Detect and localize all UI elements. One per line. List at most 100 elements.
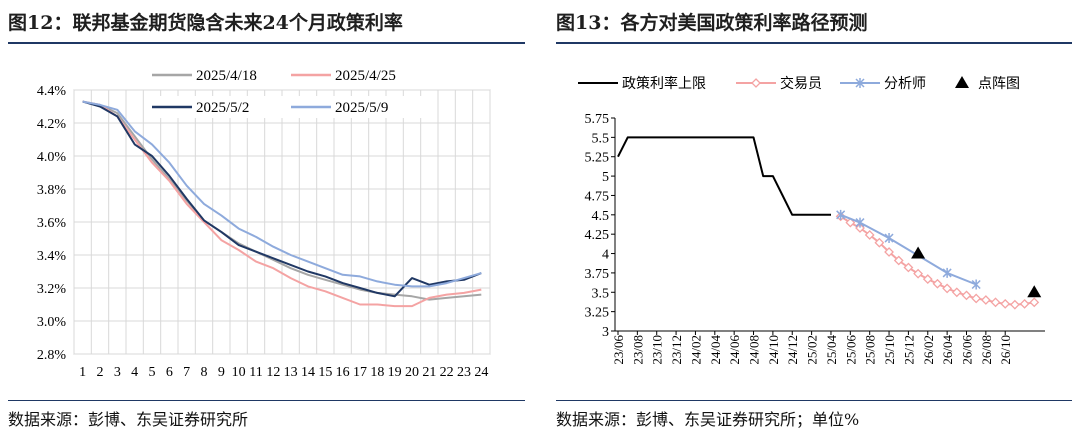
left-series-line <box>82 100 482 298</box>
left-x-tick-label: 15 <box>318 365 332 380</box>
right-y-tick-label: 4.25 <box>585 228 610 243</box>
left-legend-bg <box>148 64 288 86</box>
right-y-tick-label: 5 <box>602 170 609 185</box>
right-x-tick-label: 25/04 <box>824 335 839 365</box>
left-legend-label: 2025/5/2 <box>196 100 249 116</box>
left-chart: 2.8%3.0%3.2%3.4%3.6%3.8%4.0%4.2%4.4%1 2 3 4… <box>37 64 491 380</box>
left-x-tick-label: 6 <box>166 365 173 380</box>
right-x-tick-label: 24/06 <box>727 335 742 365</box>
right-y-tick-label: 3.5 <box>592 286 610 301</box>
right-series-line <box>840 215 1035 306</box>
left-x-tick-label: 2 <box>97 365 104 380</box>
left-y-tick-label: 4.4% <box>37 84 67 99</box>
left-x-tick-label: 12 <box>266 365 280 380</box>
right-analyst-marker <box>884 233 894 244</box>
left-legend-label: 2025/4/25 <box>335 68 396 84</box>
right-trader-marker <box>864 230 875 240</box>
left-x-tick-label: 19 <box>388 365 402 380</box>
right-dotplot-marker <box>911 246 926 259</box>
right-trader-marker <box>961 290 972 301</box>
left-x-tick-label: 17 <box>353 365 367 380</box>
left-series-line <box>82 100 482 301</box>
left-x-tick-label: 22 <box>440 365 454 380</box>
right-trader-marker <box>980 295 991 305</box>
right-legend-label: 分析师 <box>884 76 926 92</box>
right-legend-label: 点阵图 <box>978 76 1020 92</box>
left-legend-bg <box>287 96 427 118</box>
left-x-tick-label: 16 <box>336 365 350 380</box>
right-x-tick-label: 26/08 <box>979 335 994 365</box>
right-x-tick-label: 23/12 <box>669 335 684 365</box>
right-trader-marker <box>913 268 924 279</box>
right-x-tick-label: 26/04 <box>940 335 955 365</box>
left-chart-title: 图12：联邦基金期货隐含未来24个月政策利率 <box>8 12 403 34</box>
right-trader-marker <box>855 223 865 233</box>
right-trader-marker <box>932 278 943 289</box>
right-trader-marker <box>903 262 914 273</box>
right-trader-marker <box>884 247 894 257</box>
right-trader-marker <box>1000 298 1011 309</box>
left-x-tick-label: 7 <box>183 365 190 380</box>
right-trader-marker <box>1029 297 1040 308</box>
right-dotplot-marker <box>1027 285 1042 298</box>
left-legend-bg <box>287 64 427 86</box>
right-trader-marker <box>922 274 933 285</box>
left-x-tick-label: 20 <box>405 365 419 380</box>
right-y-tick-label: 5.75 <box>585 112 610 127</box>
right-trader-marker <box>951 287 962 298</box>
right-x-tick-label: 23/10 <box>650 335 665 365</box>
right-title-rule <box>556 42 1072 44</box>
right-x-tick-label: 26/10 <box>998 335 1013 365</box>
right-x-tick-label: 24/08 <box>747 335 762 365</box>
left-y-tick-label: 4.2% <box>37 117 67 132</box>
right-legend-label: 政策利率上限 <box>622 75 706 92</box>
right-legend-label: 交易员 <box>780 75 822 92</box>
left-x-tick-label: 5 <box>149 365 156 380</box>
right-y-tick-label: 4.75 <box>585 189 610 204</box>
right-x-tick-label: 23/06 <box>611 335 626 365</box>
right-x-tick-label: 24/10 <box>766 335 781 365</box>
left-legend-label: 2025/4/18 <box>196 68 257 84</box>
right-x-tick-label: 24/02 <box>688 335 703 365</box>
left-y-tick-label: 4.0% <box>37 150 67 165</box>
right-series-line <box>617 136 831 216</box>
left-title-rule <box>8 42 525 44</box>
right-y-tick-label: 3.75 <box>585 267 610 282</box>
right-x-tick-label: 25/08 <box>863 335 878 365</box>
right-y-tick-label: 5.5 <box>592 131 610 146</box>
left-x-tick-label: 14 <box>301 365 315 380</box>
right-source-rule <box>556 400 1072 401</box>
right-trader-marker <box>874 237 885 248</box>
left-x-tick-label: 1 <box>79 365 86 380</box>
right-x-tick-label: 24/12 <box>785 335 800 365</box>
left-y-tick-label: 3.2% <box>37 282 67 297</box>
left-y-tick-label: 3.8% <box>37 183 67 198</box>
left-y-tick-label: 3.6% <box>37 216 67 231</box>
left-x-tick-label: 24 <box>474 365 488 380</box>
right-analyst-marker <box>855 78 865 88</box>
left-source-rule <box>8 400 525 401</box>
right-y-tick-label: 5.25 <box>585 151 610 166</box>
right-analyst-marker <box>942 267 952 278</box>
right-x-tick-label: 25/02 <box>805 335 820 365</box>
right-x-tick-label: 25/06 <box>843 335 858 365</box>
right-y-tick-label: 4 <box>602 248 609 263</box>
right-analyst-marker <box>836 209 846 220</box>
right-x-tick-label: 24/04 <box>708 335 723 365</box>
right-chart-title: 图13：各方对美国政策利率路径预测 <box>556 12 868 34</box>
left-x-tick-label: 21 <box>422 365 436 380</box>
right-trader-marker <box>990 297 1001 308</box>
right-y-tick-label: 3 <box>602 325 609 340</box>
right-x-tick-label: 26/02 <box>921 335 936 365</box>
right-chart: 3 3.25 3.5 3.75 4 4.25 4.5 4.75 5 5.25 5.5 5.75 23/0… <box>578 75 1045 365</box>
right-analyst-marker <box>855 217 865 228</box>
right-x-tick-label: 23/08 <box>630 335 645 365</box>
left-y-tick-label: 2.8% <box>37 348 67 363</box>
left-x-tick-label: 10 <box>232 365 246 380</box>
right-source-note: 数据来源：彭博、东吴证券研究所；单位% <box>556 410 860 429</box>
left-legend-label: 2025/5/9 <box>335 100 388 116</box>
left-y-tick-label: 3.0% <box>37 315 67 330</box>
right-x-tick-label: 25/10 <box>882 335 897 365</box>
left-legend-bg <box>148 96 288 118</box>
right-trader-marker <box>751 78 761 88</box>
